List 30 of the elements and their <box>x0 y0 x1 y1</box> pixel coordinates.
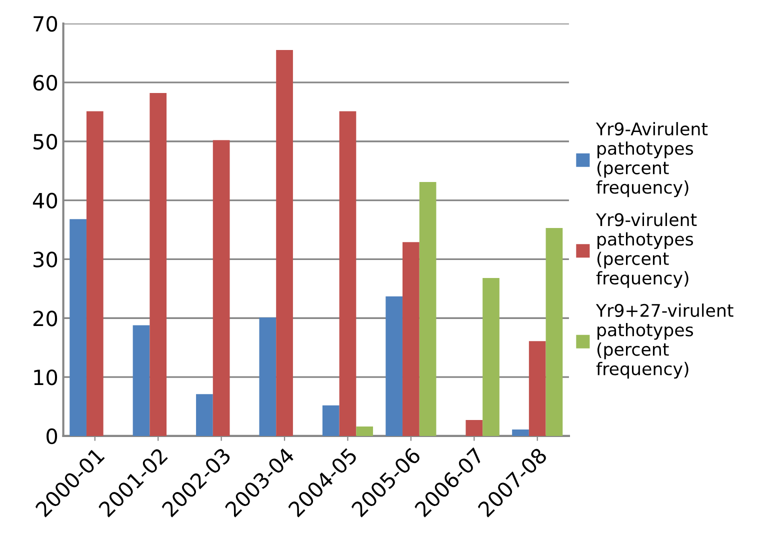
bar <box>386 296 403 436</box>
bar <box>482 278 500 436</box>
bar <box>212 140 230 436</box>
bar <box>402 242 420 436</box>
bar <box>259 318 276 436</box>
bar <box>356 426 374 436</box>
bar <box>196 394 213 436</box>
y-tick-label: 60 <box>33 74 58 91</box>
bar <box>322 405 340 436</box>
bar <box>86 111 104 436</box>
bar <box>512 429 529 436</box>
bar <box>132 325 150 436</box>
y-tick-label: 10 <box>34 369 58 386</box>
y-tick-label: 20 <box>33 310 58 326</box>
bar <box>339 111 356 436</box>
bar <box>419 182 436 436</box>
bar <box>466 420 483 436</box>
y-tick-label: 50 <box>34 134 58 150</box>
y-tick-label: 0 <box>46 428 58 444</box>
bar <box>546 228 563 436</box>
bar <box>70 219 86 436</box>
y-tick-label: 40 <box>32 192 58 208</box>
bar <box>150 93 167 436</box>
y-tick-label: 30 <box>34 252 58 268</box>
y-tick-label: 70 <box>34 16 58 32</box>
bar <box>528 341 546 436</box>
legend-label: Yr9-Avirulent pathotypes (percent frequency) <box>596 122 708 198</box>
bar <box>276 50 293 436</box>
legend-label: Yr9-virulent pathotypes (percent frequency) <box>596 212 697 288</box>
legend-label: Yr9+27-virulent pathotypes (percent frequency) <box>596 304 734 379</box>
